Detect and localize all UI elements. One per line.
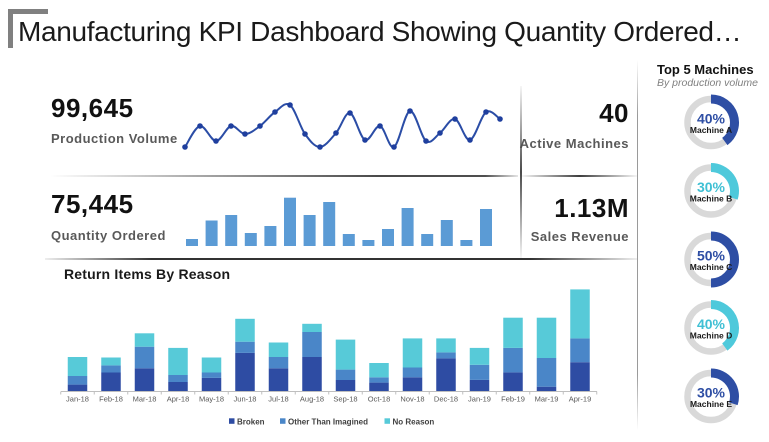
svg-text:Oct-18: Oct-18: [368, 395, 391, 404]
svg-text:40%: 40%: [697, 316, 726, 332]
svg-text:Feb-19: Feb-19: [501, 395, 525, 404]
svg-text:Jun-18: Jun-18: [234, 395, 257, 404]
svg-text:No Reason: No Reason: [393, 417, 435, 426]
svg-text:Jan-19: Jan-19: [468, 395, 491, 404]
svg-text:30%: 30%: [697, 385, 726, 401]
svg-text:May-18: May-18: [199, 395, 224, 404]
svg-text:Apr-19: Apr-19: [569, 395, 592, 404]
svg-text:Machine C: Machine C: [690, 262, 733, 272]
svg-text:50%: 50%: [697, 248, 726, 264]
svg-text:Apr-18: Apr-18: [167, 395, 190, 404]
svg-text:Mar-18: Mar-18: [133, 395, 157, 404]
svg-text:Machine E: Machine E: [690, 399, 732, 409]
svg-text:Feb-18: Feb-18: [99, 395, 123, 404]
svg-text:30%: 30%: [697, 179, 726, 195]
svg-text:Aug-18: Aug-18: [300, 395, 324, 404]
svg-text:Other Than Imagined: Other Than Imagined: [288, 417, 368, 426]
svg-text:Nov-18: Nov-18: [400, 395, 424, 404]
svg-text:40%: 40%: [697, 111, 726, 127]
svg-text:Jul-18: Jul-18: [268, 395, 288, 404]
svg-text:Mar-19: Mar-19: [535, 395, 559, 404]
svg-text:Jan-18: Jan-18: [66, 395, 89, 404]
svg-text:Sep-18: Sep-18: [333, 395, 357, 404]
svg-text:Broken: Broken: [237, 417, 265, 426]
svg-text:Machine B: Machine B: [690, 194, 733, 204]
svg-text:Machine D: Machine D: [690, 331, 733, 341]
svg-text:Dec-18: Dec-18: [434, 395, 458, 404]
svg-text:Machine A: Machine A: [690, 125, 732, 135]
